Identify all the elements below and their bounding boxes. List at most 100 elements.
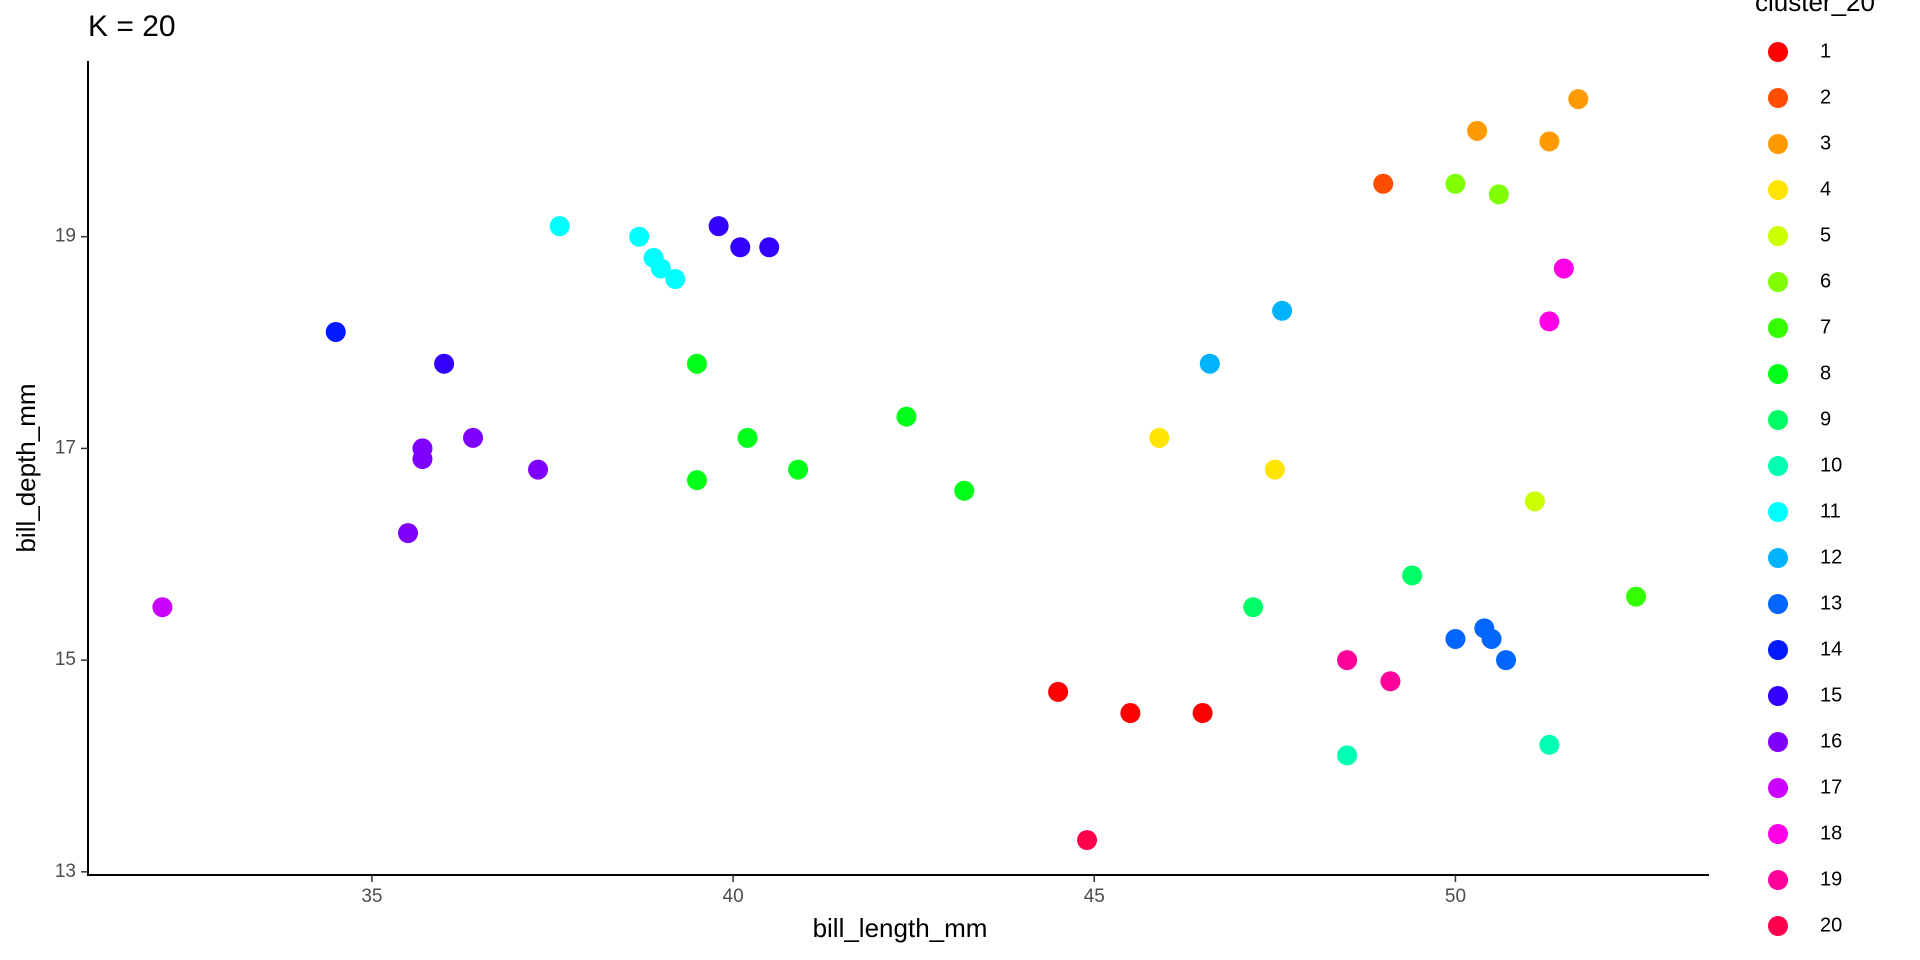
x-tick-label: 45 — [1084, 886, 1105, 907]
legend-label: 19 — [1820, 868, 1842, 890]
point — [788, 459, 809, 480]
legend-swatch — [1768, 916, 1788, 936]
point — [1243, 597, 1264, 618]
legend-swatch — [1768, 640, 1788, 660]
x-tick-label: 35 — [361, 886, 382, 907]
legend-swatch — [1768, 456, 1788, 476]
legend-swatch — [1768, 88, 1788, 108]
legend-label: 13 — [1820, 592, 1842, 614]
point — [650, 258, 671, 279]
x-tick-label: 50 — [1445, 886, 1466, 907]
point — [434, 353, 455, 374]
point — [412, 449, 433, 470]
y-tick-label: 17 — [55, 437, 76, 458]
legend-swatch — [1768, 134, 1788, 154]
point — [1481, 628, 1502, 649]
legend-swatch — [1768, 824, 1788, 844]
point — [730, 237, 751, 258]
point — [1539, 734, 1560, 755]
legend-swatch — [1768, 502, 1788, 522]
point — [759, 237, 780, 258]
legend-title: cluster_20 — [1755, 0, 1875, 17]
point — [152, 597, 173, 618]
point — [1337, 650, 1358, 671]
point — [1524, 491, 1545, 512]
point — [1568, 89, 1589, 110]
legend-label: 2 — [1820, 86, 1831, 108]
legend-label: 4 — [1820, 178, 1831, 200]
point — [549, 216, 570, 237]
legend-swatch — [1768, 180, 1788, 200]
point — [1264, 459, 1285, 480]
legend-label: 11 — [1820, 500, 1841, 522]
legend-swatch — [1768, 410, 1788, 430]
legend-label: 7 — [1820, 316, 1831, 338]
point — [1199, 353, 1220, 374]
x-axis-title: bill_length_mm — [813, 913, 988, 943]
x-tick-label: 40 — [723, 886, 744, 907]
point — [1445, 628, 1466, 649]
legend-swatch — [1768, 364, 1788, 384]
point — [1445, 173, 1466, 194]
y-tick-label: 15 — [55, 649, 76, 670]
point — [1272, 300, 1293, 321]
point — [1048, 681, 1069, 702]
point — [686, 470, 707, 491]
legend-label: 17 — [1820, 776, 1842, 798]
point — [1149, 427, 1170, 448]
legend-label: 14 — [1820, 638, 1842, 660]
legend-swatch — [1768, 42, 1788, 62]
legend-label: 1 — [1820, 40, 1831, 62]
legend-label: 6 — [1820, 270, 1831, 292]
point — [1488, 184, 1509, 205]
legend-swatch — [1768, 548, 1788, 568]
legend-label: 12 — [1820, 546, 1842, 568]
point — [1192, 703, 1213, 724]
y-tick-label: 19 — [55, 226, 76, 247]
point — [1539, 131, 1560, 152]
point — [708, 216, 729, 237]
legend-swatch — [1768, 318, 1788, 338]
legend-swatch — [1768, 594, 1788, 614]
legend-swatch — [1768, 778, 1788, 798]
point — [1539, 311, 1560, 332]
legend-label: 8 — [1820, 362, 1831, 384]
point — [528, 459, 549, 480]
point — [398, 523, 419, 544]
legend-swatch — [1768, 686, 1788, 706]
point — [1380, 671, 1401, 692]
legend-label: 15 — [1820, 684, 1842, 706]
point — [463, 427, 484, 448]
point — [686, 353, 707, 374]
y-tick-label: 13 — [55, 861, 76, 882]
legend-label: 9 — [1820, 408, 1831, 430]
legend-label: 5 — [1820, 224, 1831, 246]
legend-label: 16 — [1820, 730, 1842, 752]
point — [896, 406, 917, 427]
legend-swatch — [1768, 732, 1788, 752]
point — [1553, 258, 1574, 279]
point — [737, 427, 758, 448]
point — [665, 269, 686, 290]
point — [1626, 586, 1647, 607]
point — [1077, 830, 1098, 851]
legend-label: 20 — [1820, 914, 1842, 936]
legend-swatch — [1768, 272, 1788, 292]
legend-swatch — [1768, 226, 1788, 246]
legend-swatch — [1768, 870, 1788, 890]
point — [1402, 565, 1423, 586]
point — [1120, 703, 1141, 724]
legend-label: 10 — [1820, 454, 1842, 476]
y-axis-title: bill_depth_mm — [11, 383, 41, 552]
chart-title: K = 20 — [88, 10, 176, 43]
point — [1496, 650, 1517, 671]
legend-label: 3 — [1820, 132, 1831, 154]
point — [1467, 120, 1488, 141]
point — [954, 480, 975, 501]
point — [325, 321, 346, 342]
point — [1373, 173, 1394, 194]
legend-label: 18 — [1820, 822, 1842, 844]
point — [629, 226, 650, 247]
point — [1337, 745, 1358, 766]
